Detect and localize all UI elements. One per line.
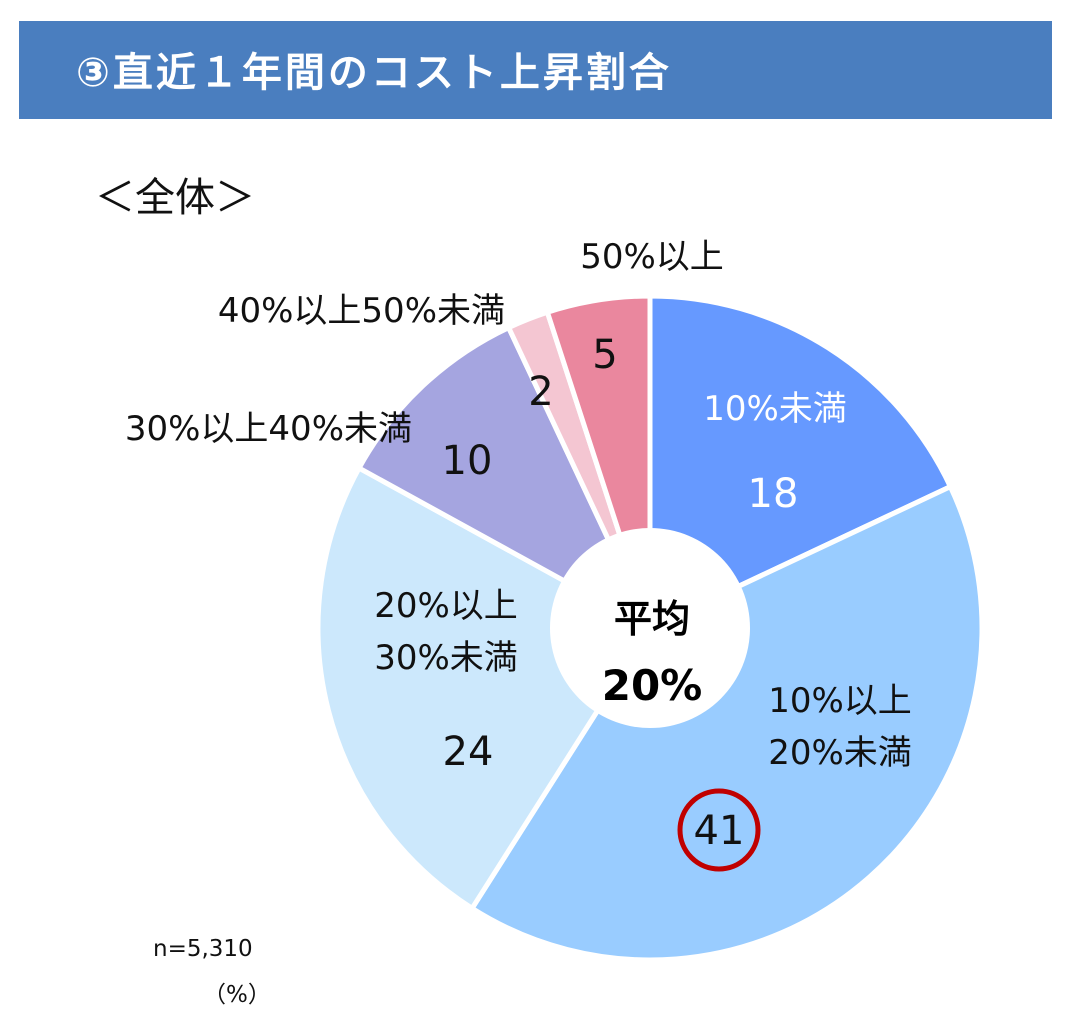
center-label-title: 平均 — [614, 597, 690, 641]
page-title: ③直近１年間のコスト上昇割合 — [76, 50, 672, 96]
slice-value-label: 24 — [443, 729, 494, 775]
unit-note: （%） — [203, 982, 271, 1008]
slice-value-label: 18 — [748, 471, 799, 517]
sample-size-note: n=5,310 — [153, 936, 253, 962]
slice-category-label: 40%以上50%未満 — [218, 291, 505, 331]
center-label-average: 20% — [602, 661, 703, 710]
slice-category-label: 20%以上 — [374, 586, 518, 626]
slice-value-label: 10 — [442, 438, 493, 484]
slice-value-label: 5 — [592, 332, 617, 378]
slice-category-label: 30%以上40%未満 — [125, 409, 412, 449]
donut-center-hole — [550, 528, 750, 728]
slice-category-label: 10%未満 — [703, 389, 847, 429]
slice-category-label: 30%未満 — [374, 638, 518, 678]
pie-slice — [647, 293, 953, 631]
highlight-circle — [677, 788, 761, 872]
chart-subtitle: ＜全体＞ — [95, 175, 255, 221]
slice-category-label: 20%未満 — [768, 733, 912, 773]
pie-slice — [469, 484, 985, 963]
pie-slice — [315, 465, 653, 911]
slice-value-label: 41 — [694, 808, 745, 854]
slice-category-label: 50%以上 — [580, 237, 724, 277]
header-bar — [19, 21, 1052, 119]
pie-slice — [356, 325, 653, 631]
slice-category-label: 10%以上 — [768, 681, 912, 721]
slice-value-label: 2 — [528, 369, 553, 415]
